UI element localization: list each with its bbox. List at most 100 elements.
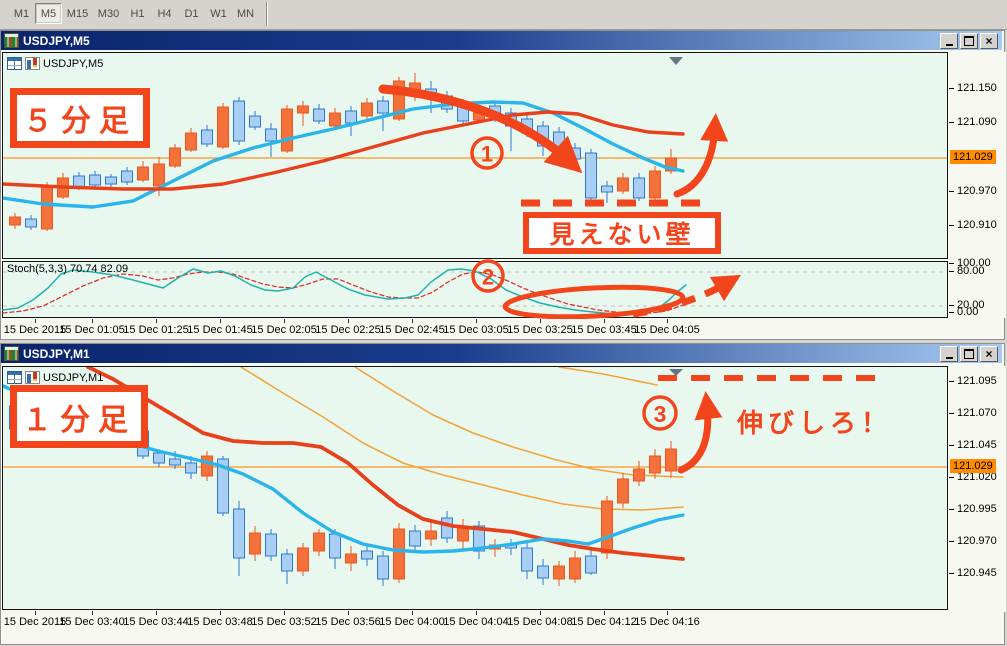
chart-window-icon (4, 346, 19, 361)
chart-symbol-label: USDJPY,M5 (7, 57, 103, 70)
price-tick-label: 80.00 (957, 265, 985, 277)
quotes-table-icon (7, 57, 22, 70)
time-tick (412, 319, 413, 323)
time-tick (348, 319, 349, 323)
chart-symbol-text: USDJPY,M1 (43, 371, 104, 384)
timeframe-button-h1[interactable]: H1 (124, 3, 151, 24)
toolbar-separator (266, 2, 268, 26)
time-tick (412, 611, 413, 615)
price-tick-label: 121.150 (957, 82, 997, 94)
time-tick-label: 15 Dec 03:05 (443, 324, 509, 336)
maximize-icon (964, 349, 974, 359)
price-tick (949, 122, 954, 123)
chart-symbol-label: USDJPY,M1 (7, 371, 103, 384)
price-tick (949, 477, 954, 478)
time-tick (540, 611, 541, 615)
price-tick (949, 573, 954, 574)
price-tick-label: 120.995 (957, 503, 997, 515)
annotation-1min-label: １分足 (10, 385, 148, 448)
bar-chart-icon (25, 57, 40, 70)
time-tick-label: 15 Dec 04:12 (571, 616, 637, 628)
price-tick (949, 225, 954, 226)
timeframe-button-m30[interactable]: M30 (93, 3, 124, 24)
time-tick (476, 319, 477, 323)
time-tick (667, 319, 668, 323)
time-tick (604, 611, 605, 615)
m1-price-scale[interactable]: 121.095 121.070 121.045 121.020 120.995 120.9… (949, 366, 1006, 612)
timeframe-button-d1[interactable]: D1 (178, 3, 205, 24)
minimize-icon (945, 356, 953, 359)
close-icon: × (985, 33, 993, 48)
time-tick (156, 319, 157, 323)
time-tick (35, 611, 36, 615)
close-icon: × (985, 346, 993, 361)
price-tick (949, 88, 954, 89)
time-tick-label: 15 Dec 2015 (3, 616, 67, 628)
price-tick (949, 271, 954, 272)
time-tick-label: 15 Dec 01:05 (59, 324, 125, 336)
time-tick-label: 15 Dec 03:40 (59, 616, 125, 628)
m1-time-axis[interactable]: 15 Dec 2015 15 Dec 03:40 15 Dec 03:44 15 De… (2, 611, 948, 635)
time-tick-label: 15 Dec 03:56 (315, 616, 381, 628)
time-tick (92, 611, 93, 615)
time-tick (476, 611, 477, 615)
close-button[interactable]: × (980, 346, 998, 362)
time-tick-label: 15 Dec 03:25 (507, 324, 573, 336)
timeframe-button-w1[interactable]: W1 (205, 3, 232, 24)
minimize-button[interactable] (940, 33, 958, 49)
bar-chart-icon (25, 371, 40, 384)
maximize-icon (964, 36, 974, 46)
timeframe-button-mn[interactable]: MN (232, 3, 259, 24)
titlebar-m5[interactable]: USDJPY,M5 × (1, 31, 1002, 50)
minimize-button[interactable] (940, 346, 958, 362)
time-tick-label: 15 Dec 02:05 (251, 324, 317, 336)
current-price-tag: 121.029 (950, 150, 996, 164)
m5-stochastic-pane[interactable]: 2 (2, 259, 948, 320)
time-tick-label: 15 Dec 03:45 (571, 324, 637, 336)
time-tick-label: 15 Dec 03:48 (187, 616, 253, 628)
m5-time-axis[interactable]: 15 Dec 2015 15 Dec 01:05 15 Dec 01:25 15 De… (2, 319, 948, 337)
time-tick (284, 611, 285, 615)
price-tick (949, 312, 954, 313)
time-tick-label: 15 Dec 04:08 (507, 616, 573, 628)
close-button[interactable]: × (980, 33, 998, 49)
time-tick-label: 15 Dec 04:04 (443, 616, 509, 628)
titlebar-m1[interactable]: USDJPY,M1 × (1, 344, 1002, 363)
time-tick (348, 611, 349, 615)
timeframe-button-h4[interactable]: H4 (151, 3, 178, 24)
m1-chart-pane[interactable]: 3 (2, 366, 948, 610)
annotation-growth-label: 伸びしろ！ (737, 408, 893, 438)
time-tick (604, 319, 605, 323)
timeframe-button-m15[interactable]: M15 (62, 3, 93, 24)
price-tick-label: 120.945 (957, 567, 997, 579)
price-tick (949, 541, 954, 542)
m5-price-scale[interactable]: 121.150 121.090 120.970 120.910 100.00 80.00 2… (949, 52, 1006, 318)
maximize-button[interactable] (960, 33, 978, 49)
time-tick-label: 15 Dec 01:25 (123, 324, 189, 336)
m5-chart-pane[interactable]: 1 (2, 52, 948, 259)
time-tick-label: 15 Dec 04:00 (379, 616, 445, 628)
price-tick (949, 445, 954, 446)
timeframe-button-m1[interactable]: M1 (8, 3, 35, 24)
time-tick-label: 15 Dec 02:25 (315, 324, 381, 336)
price-tick (949, 509, 954, 510)
time-tick (667, 611, 668, 615)
timeframe-toolbar: M1 M5 M15 M30 H1 H4 D1 W1 MN (0, 0, 1007, 30)
annotation-invisible-wall-label: 見えない壁 (523, 212, 721, 254)
price-tick-label: 121.095 (957, 375, 997, 387)
time-tick (92, 319, 93, 323)
minimize-icon (945, 43, 953, 46)
time-tick-label: 15 Dec 04:16 (634, 616, 700, 628)
time-tick (35, 319, 36, 323)
chart-symbol-text: USDJPY,M5 (43, 57, 104, 70)
time-tick-label: 15 Dec 02:45 (379, 324, 445, 336)
price-tick (949, 305, 954, 306)
timeframe-button-m5[interactable]: M5 (35, 3, 62, 24)
maximize-button[interactable] (960, 346, 978, 362)
price-tick-label: 120.910 (957, 219, 997, 231)
price-tick-label: 120.970 (957, 535, 997, 547)
price-tick (949, 191, 954, 192)
time-tick (220, 611, 221, 615)
time-tick-label: 15 Dec 03:52 (251, 616, 317, 628)
